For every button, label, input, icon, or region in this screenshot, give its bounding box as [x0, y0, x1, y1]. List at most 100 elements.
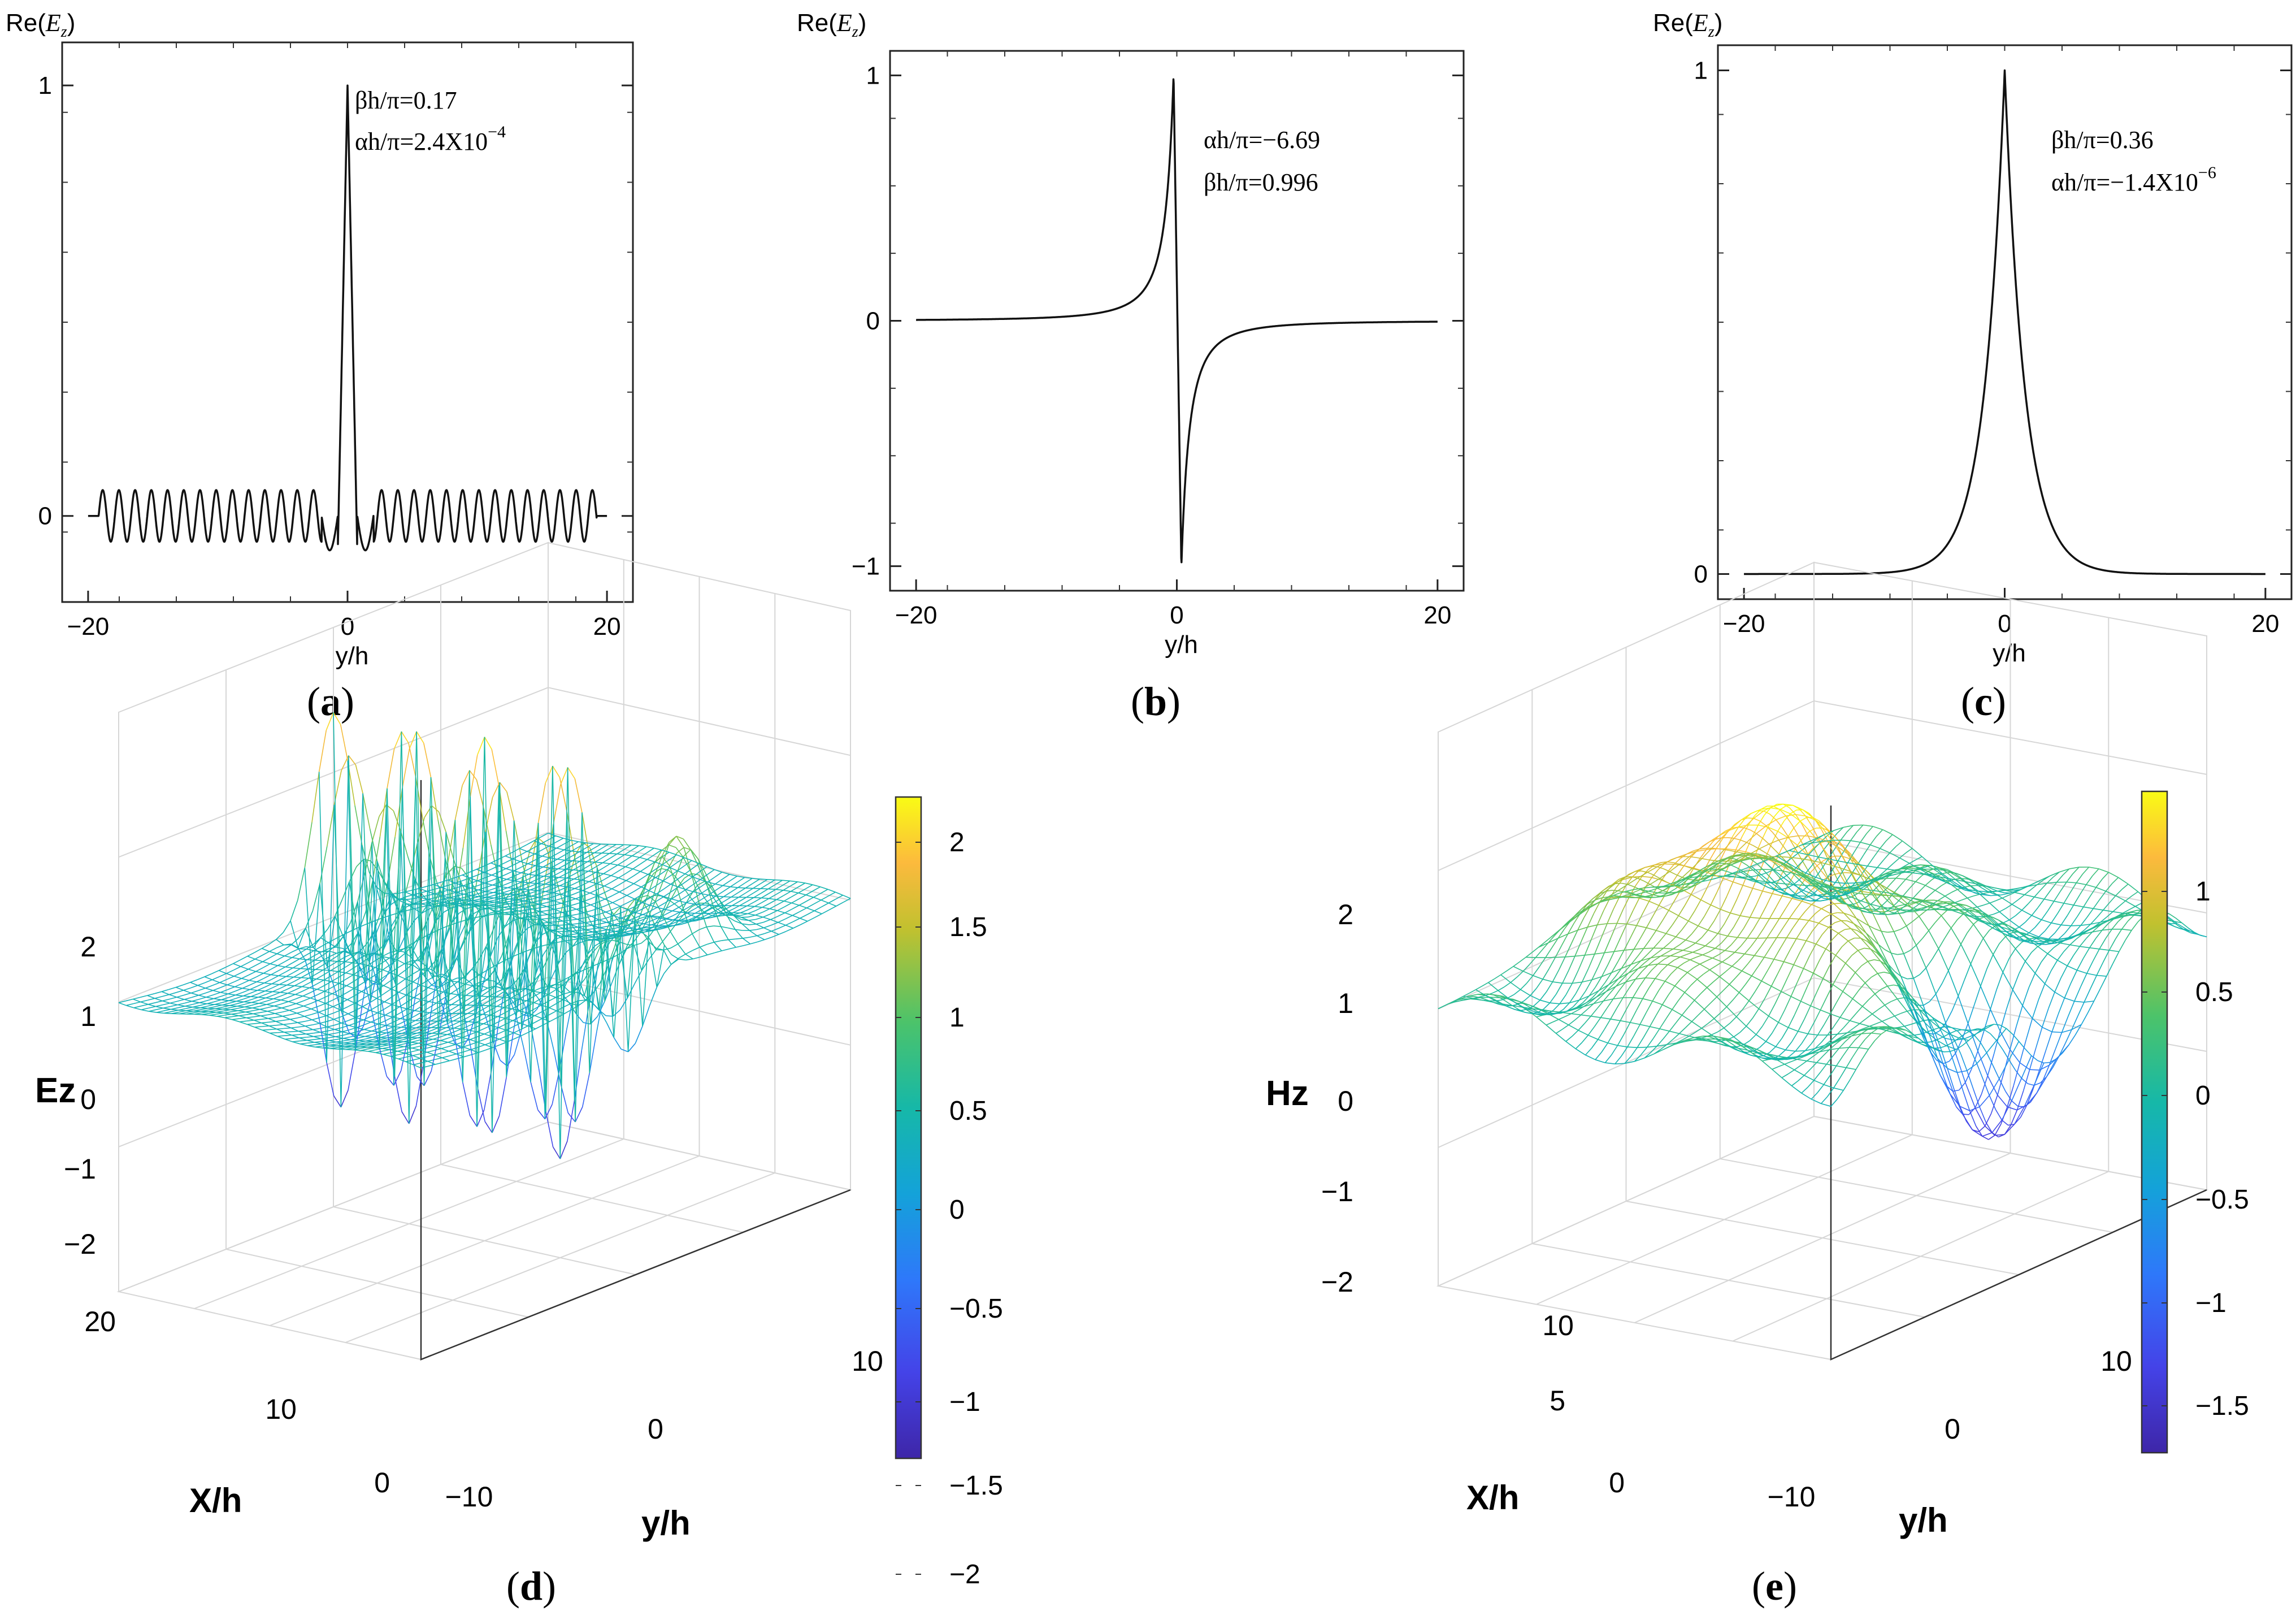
mesh-segment [1906, 921, 1913, 926]
mesh-segment [640, 895, 648, 898]
mesh-segment [228, 993, 236, 996]
mesh-segment [1713, 1012, 1721, 1019]
mesh-segment [1807, 1022, 1815, 1034]
mesh-segment [648, 877, 656, 883]
mesh-segment [709, 900, 717, 906]
mesh-segment [527, 863, 536, 867]
mesh-segment [563, 928, 572, 932]
mesh-segment [615, 931, 623, 933]
mesh-segment [223, 1012, 232, 1015]
mesh-segment [628, 898, 636, 908]
mesh-segment [678, 881, 686, 887]
mesh-segment [1874, 959, 1881, 962]
mesh-segment [2091, 926, 2099, 933]
mesh-segment [292, 953, 300, 958]
mesh-segment [1822, 1049, 1830, 1056]
mesh-segment [2028, 897, 2035, 904]
mesh-segment [708, 895, 717, 901]
caption-paren: ) [542, 1564, 556, 1609]
mesh-segment [333, 712, 341, 725]
mesh-segment [790, 886, 798, 892]
mesh-segment [2012, 973, 2020, 990]
mesh-segment [715, 885, 723, 891]
x-tick-label: −20 [1723, 610, 1765, 638]
mesh-segment [176, 986, 184, 991]
mesh-segment [1861, 1049, 1869, 1059]
mesh-segment [463, 885, 471, 889]
mesh-segment [297, 1022, 306, 1027]
front-axes [1830, 805, 2207, 1361]
mesh-segment [463, 1044, 471, 1047]
mesh-segment [398, 994, 407, 1001]
mesh-segment [364, 1026, 372, 1030]
mesh-segment [515, 874, 524, 1006]
mesh-segment [610, 863, 618, 866]
mesh-segment [805, 882, 813, 885]
mesh-segment [504, 912, 512, 915]
mesh-segment [232, 1018, 240, 1020]
mesh-segment [500, 886, 508, 889]
mesh-segment [532, 907, 540, 910]
mesh-segment [384, 893, 393, 945]
mesh-segment [562, 912, 570, 916]
mesh-segment [298, 1030, 306, 1032]
mesh-segment [507, 884, 515, 889]
mesh-segment [713, 942, 722, 951]
mesh-segment [549, 1007, 557, 1011]
mesh-segment [392, 830, 401, 963]
mesh-segment [589, 893, 598, 897]
mesh-segment [493, 892, 501, 894]
mesh-segment [640, 859, 648, 865]
series-line [1743, 69, 2267, 575]
mesh-segment [425, 1038, 433, 1040]
mesh-segment [293, 972, 301, 978]
mesh-segment [2011, 1100, 2019, 1107]
mesh-segment [214, 1004, 223, 1006]
mesh-segment [1903, 950, 1911, 954]
mesh-segment [591, 902, 598, 906]
mesh-segment [1858, 1039, 1865, 1048]
mesh-segment [519, 844, 527, 849]
mesh-segment [520, 861, 528, 864]
mesh-segment [412, 969, 420, 975]
mesh-segment [415, 1016, 423, 1021]
mesh-segment [620, 906, 628, 911]
mesh-segment [441, 981, 449, 1006]
mesh-segment [345, 968, 353, 973]
mesh-segment [405, 1061, 414, 1066]
mesh-segment [656, 880, 663, 886]
mesh-segment [315, 1046, 323, 1049]
mesh-segment [283, 1023, 291, 1025]
mesh-segment [662, 867, 670, 873]
mesh-segment [205, 979, 212, 984]
mesh-segment [204, 973, 212, 977]
mesh-segment [775, 890, 784, 895]
mesh-segment [454, 866, 463, 1049]
mesh-segment [1984, 1113, 1992, 1127]
z-tick-label: 2 [80, 931, 96, 963]
mesh-segment [506, 1029, 514, 1033]
z-axis-label: Ez [35, 1071, 76, 1110]
mesh-segment [676, 857, 685, 863]
mesh-segment [446, 866, 455, 926]
caption-paren: ) [1993, 679, 2006, 724]
mesh-segment [654, 864, 663, 870]
mesh-segment [227, 984, 235, 988]
mesh-segment [622, 928, 630, 930]
mesh-segment [628, 920, 636, 923]
mesh-segment [549, 1010, 557, 1015]
mesh-segment [1845, 955, 1852, 964]
mesh-segment [198, 994, 206, 998]
mesh-segment [560, 767, 568, 785]
mesh-segment [413, 1062, 421, 1066]
mesh-segment [641, 898, 650, 903]
mesh-segment [592, 923, 600, 926]
mesh-segment [280, 997, 289, 1001]
mesh-segment [1843, 1080, 1850, 1091]
mesh-segment [278, 971, 286, 976]
mesh-segment [288, 994, 296, 998]
annotation-base: αh/π=−1.4X10 [2051, 168, 2198, 196]
mesh-segment [457, 898, 465, 901]
mesh-segment [753, 893, 762, 898]
mesh-segment [496, 991, 504, 997]
